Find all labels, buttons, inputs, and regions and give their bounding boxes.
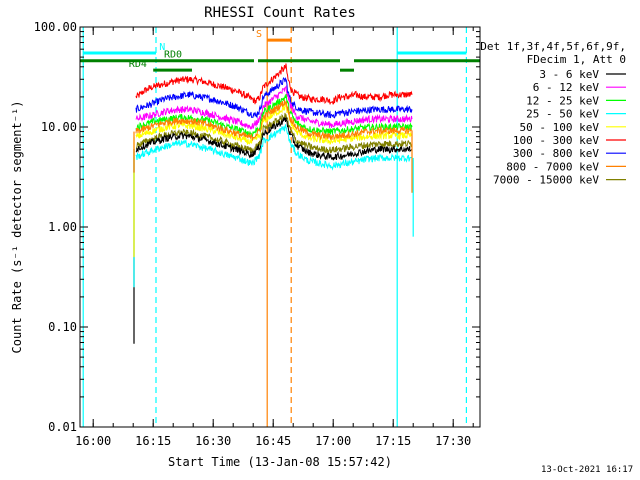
x-axis-label: Start Time (13-Jan-08 15:57:42) [168,455,392,469]
chart-title: RHESSI Count Rates [204,5,356,21]
y-tick-label: 0.01 [48,420,77,434]
x-tick-label: 16:45 [255,434,291,448]
series-line [135,112,413,155]
legend-label: 6 - 12 keV [533,81,600,94]
legend-label: 12 - 25 keV [526,94,599,107]
legend-label: 50 - 100 keV [520,121,600,134]
legend-label: 7000 - 15000 keV [493,174,599,187]
x-tick-label: 17:15 [375,434,411,448]
y-tick-label: 100.00 [34,20,77,34]
generated-date: 13-Oct-2021 16:17 [541,465,634,475]
legend-header: Det 1f,3f,4f,5f,6f,9f, [480,40,626,53]
flag-label-rd4: RD4 [129,59,147,70]
x-tick-label: 17:00 [315,434,351,448]
series-line [135,117,413,161]
y-tick-label: 0.10 [48,320,77,334]
y-tick-label: 10.00 [41,120,77,134]
series-line [135,85,413,130]
legend-label: 300 - 800 keV [513,147,599,160]
x-tick-label: 17:30 [435,434,471,448]
legend: Det 1f,3f,4f,5f,6f,9f,FDecim 1, Att 0 3 -… [480,40,626,187]
legend-label: 100 - 300 keV [513,134,599,147]
series-group [133,63,414,344]
legend-label: 800 - 7000 keV [506,160,599,173]
flag-label-n: N [159,42,165,53]
x-tick-label: 16:00 [75,434,111,448]
y-axis-label: Count Rate (s⁻¹ detector segment⁻¹) [10,101,24,354]
flag-label-s: S [256,29,262,40]
series-line [135,124,413,171]
legend-label: 25 - 50 keV [526,108,599,121]
legend-header: FDecim 1, Att 0 [527,53,626,66]
series-line [135,76,413,119]
series-line [135,63,413,105]
series-line [135,99,413,141]
x-tick-label: 16:15 [135,434,171,448]
legend-label: 3 - 6 keV [539,68,599,81]
flag-label-rd0: RD0 [164,50,182,61]
y-tick-label: 1.00 [48,220,77,234]
axes: 0.01 0.10 1.00 10.00 100.00 16:00 16:15 16:30 16… [34,20,480,448]
x-tick-label: 16:30 [195,434,231,448]
